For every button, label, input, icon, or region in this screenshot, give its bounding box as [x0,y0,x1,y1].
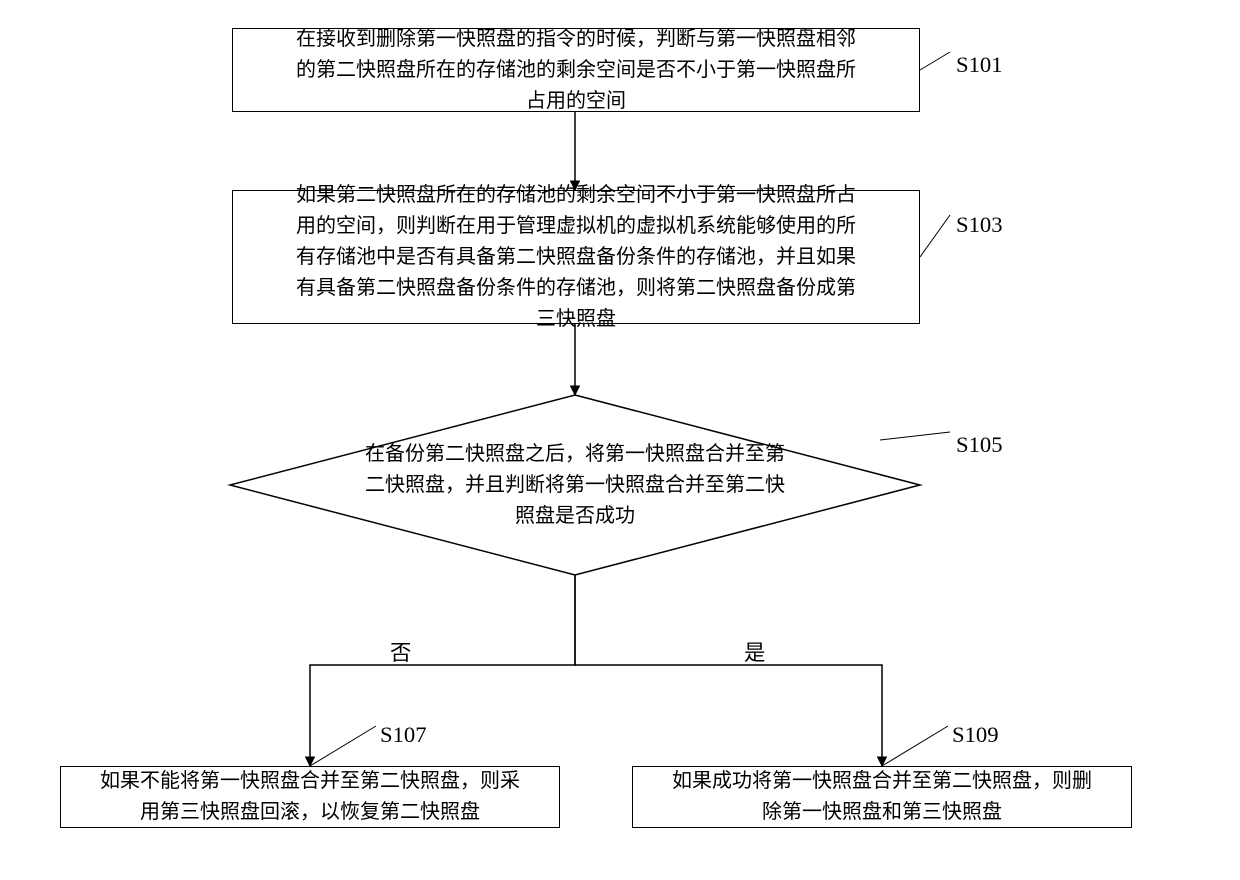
step-s109: 如果成功将第一快照盘合并至第二快照盘，则删 除第一快照盘和第三快照盘 [632,766,1132,828]
step-s107: 如果不能将第一快照盘合并至第二快照盘，则采 用第三快照盘回滚，以恢复第二快照盘 [60,766,560,828]
step-s101-text: 在接收到删除第一快照盘的指令的时候，判断与第一快照盘相邻 的第二快照盘所在的存储… [296,24,856,117]
step-s101: 在接收到删除第一快照盘的指令的时候，判断与第一快照盘相邻 的第二快照盘所在的存储… [232,28,920,112]
decision-s105-label: S105 [956,432,1003,458]
step-s107-text: 如果不能将第一快照盘合并至第二快照盘，则采 用第三快照盘回滚，以恢复第二快照盘 [100,766,520,828]
step-s103-text: 如果第二快照盘所在的存储池的剩余空间不小于第一快照盘所占 用的空间，则判断在用于… [296,180,856,335]
step-s103-label: S103 [956,212,1003,238]
decision-s105-text: 在备份第二快照盘之后，将第一快照盘合并至第 二快照盘，并且判断将第一快照盘合并至… [335,440,815,530]
step-s109-label: S109 [952,722,999,748]
edge-label-no: 否 [390,636,411,667]
step-s103: 如果第二快照盘所在的存储池的剩余空间不小于第一快照盘所占 用的空间，则判断在用于… [232,190,920,324]
step-s107-label: S107 [380,722,427,748]
edge-label-yes: 是 [744,636,765,667]
step-s109-text: 如果成功将第一快照盘合并至第二快照盘，则删 除第一快照盘和第三快照盘 [672,766,1092,828]
step-s101-label: S101 [956,52,1003,78]
